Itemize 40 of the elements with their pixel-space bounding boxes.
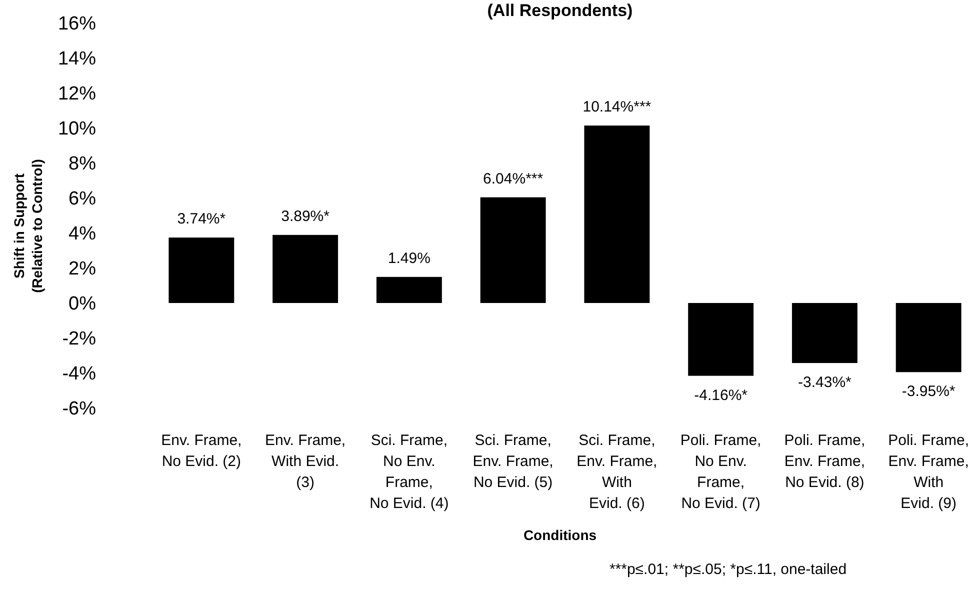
y-tick-label: -2% bbox=[62, 328, 96, 350]
bar bbox=[688, 303, 754, 376]
y-tick-label: 2% bbox=[68, 258, 96, 280]
bar bbox=[168, 238, 234, 303]
bar bbox=[272, 234, 338, 303]
data-label: 3.74%* bbox=[177, 210, 226, 228]
data-label: 6.04%*** bbox=[483, 170, 544, 188]
data-label: 10.14%*** bbox=[582, 98, 652, 116]
data-label: 1.49% bbox=[388, 250, 430, 267]
x-tick-label: Env. Frame, With Evid. (3) bbox=[265, 432, 346, 491]
x-tick-label: Sci. Frame, Env. Frame, With Evid. (6) bbox=[576, 432, 658, 512]
x-tick-label: Sci. Frame, Env. Frame, No Evid. (5) bbox=[472, 432, 554, 491]
y-axis-title: Shift in Support (Relative to Control) bbox=[11, 159, 45, 293]
y-tick-label: 10% bbox=[58, 118, 96, 140]
x-axis-title: Conditions bbox=[523, 527, 597, 543]
bar bbox=[792, 303, 858, 364]
x-tick-label: Env. Frame, No Evid. (2) bbox=[161, 432, 242, 470]
data-label: -4.16%* bbox=[694, 386, 748, 404]
x-tick-label: Sci. Frame, No Env. Frame, No Evid. (4) bbox=[370, 432, 449, 512]
bar bbox=[376, 276, 442, 303]
x-tick-label: Poli. Frame, Env. Frame, With Evid. (9) bbox=[888, 432, 970, 512]
y-tick-label: 8% bbox=[68, 154, 96, 175]
data-label: -3.95%* bbox=[902, 383, 956, 400]
text: ***p≤.01; **p≤.05; *p≤.11, one-tailed bbox=[609, 561, 847, 578]
x-tick-label: Poli. Frame, No Env. Frame, No Evid. (7) bbox=[680, 432, 762, 512]
y-tick-label: 14% bbox=[58, 48, 96, 70]
bar bbox=[480, 197, 546, 303]
y-tick-label: 6% bbox=[68, 188, 96, 210]
data-label: -3.43%* bbox=[798, 374, 852, 392]
bar bbox=[584, 126, 650, 303]
y-tick-label: 16% bbox=[58, 14, 96, 35]
x-tick-label: Poli. Frame, Env. Frame, No Evid. (8) bbox=[784, 432, 866, 491]
bar bbox=[896, 303, 962, 372]
y-tick-label: 4% bbox=[68, 224, 96, 245]
y-tick-label: 12% bbox=[58, 84, 96, 105]
y-tick-label: 0% bbox=[68, 294, 96, 315]
y-tick-label: -6% bbox=[62, 398, 96, 420]
chart-title: (All Respondents) bbox=[487, 1, 633, 20]
y-tick-label: -4% bbox=[62, 364, 96, 385]
data-label: 3.89%* bbox=[281, 208, 330, 225]
